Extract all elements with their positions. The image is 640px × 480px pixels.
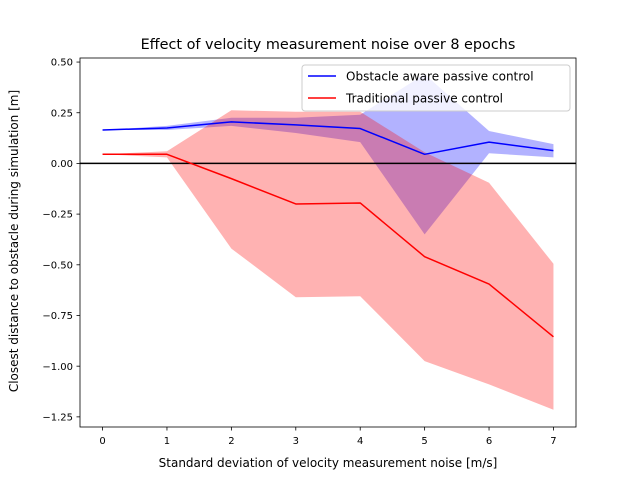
x-tick-label: 1 [164, 436, 170, 447]
legend-label-1: Obstacle aware passive control [346, 70, 534, 84]
plot-inner [80, 74, 576, 410]
y-tick-label: −1.25 [42, 412, 73, 423]
y-tick-label: 0.50 [51, 58, 73, 69]
x-tick-label: 7 [550, 436, 556, 447]
x-tick-label: 3 [293, 436, 299, 447]
plot-area: 0 1 2 3 4 5 6 7 0.50 0.25 0.00 −0.25 −0.50 −0.75 −1.00… [42, 57, 577, 447]
y-tick-label: −0.25 [42, 210, 73, 221]
y-axis-label: Closest distance to obstacle during simu… [7, 90, 21, 392]
y-tick-label: −1.00 [42, 362, 73, 373]
legend-box [301, 64, 571, 112]
y-tick-label: −0.50 [42, 260, 73, 271]
legend: Obstacle aware passive control Traditiona… [301, 64, 571, 112]
x-axis-label: Standard deviation of velocity measureme… [159, 456, 498, 470]
x-tick-label: 6 [486, 436, 492, 447]
y-tick-label: −0.75 [42, 311, 73, 322]
x-tick-label: 4 [357, 436, 363, 447]
y-tick-label: 0.25 [51, 108, 73, 119]
axes-frame [79, 57, 577, 428]
legend-label-2: Traditional passive control [345, 92, 503, 106]
chart-title: Effect of velocity measurement noise ove… [141, 37, 516, 53]
x-tick-label: 2 [228, 436, 234, 447]
confidence-band-2 [102, 110, 554, 410]
x-tick-label: 5 [421, 436, 427, 447]
y-tick-label: 0.00 [51, 159, 73, 170]
x-tick-label: 0 [99, 436, 105, 447]
confidence-band-1 [102, 74, 554, 235]
series-line-2 [102, 153, 554, 338]
series-line-1 [102, 121, 554, 156]
